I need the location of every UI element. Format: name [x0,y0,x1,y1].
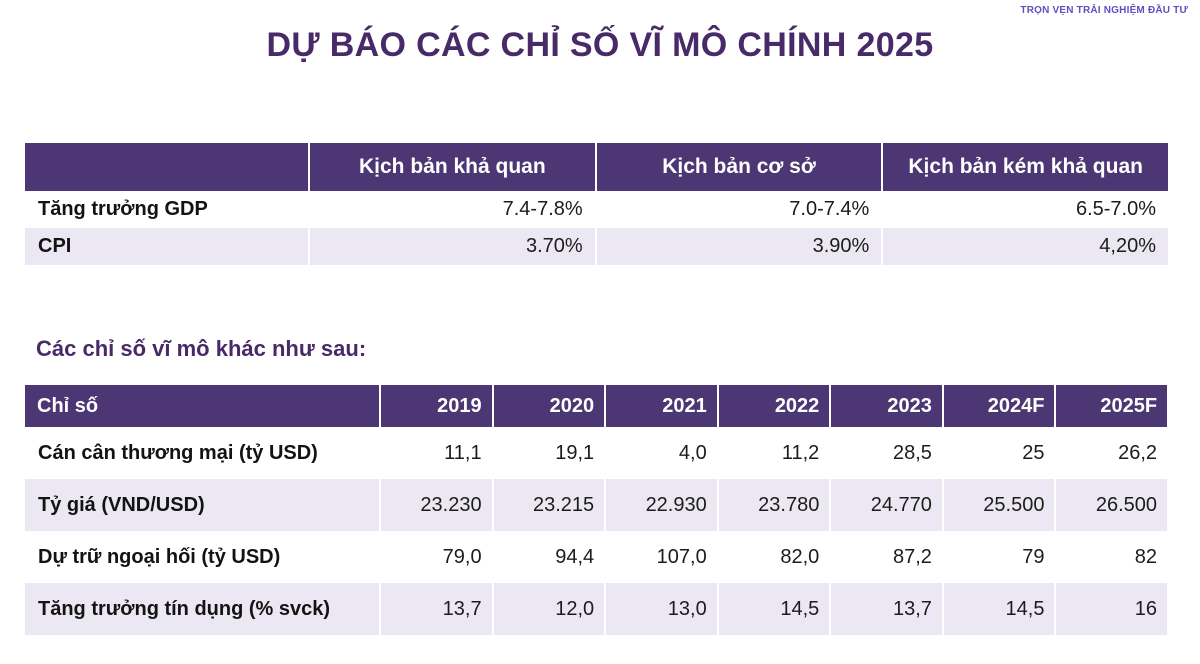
row-label: Cán cân thương mại (tỷ USD) [25,427,381,479]
cell-value: 6.5-7.0% [883,191,1169,228]
cell-value: 79 [943,531,1057,583]
cell-value: 82,0 [718,531,832,583]
cell-value: 94,4 [493,531,607,583]
indicator-table-header-row: Chỉ số 2019 2020 2021 2022 2023 2024F 20… [25,385,1168,427]
scenario-header-base: Kịch bản cơ sở [596,143,884,191]
cell-value: 82 [1056,531,1168,583]
indicator-table: Chỉ số 2019 2020 2021 2022 2023 2024F 20… [25,385,1168,635]
cell-value: 19,1 [493,427,607,479]
table-row-exchange-rate: Tỷ giá (VND/USD) 23.230 23.215 22.930 23… [25,479,1168,531]
cell-value: 4,0 [606,427,719,479]
brand-tagline: TRỌN VẸN TRẢI NGHIỆM ĐẦU TƯ [1020,5,1188,16]
indicator-header-2025f: 2025F [1056,385,1168,427]
cell-value: 16 [1056,583,1168,635]
scenario-header-pessimistic: Kịch bản kém khả quan [883,143,1169,191]
indicator-header-2021: 2021 [606,385,719,427]
cell-value: 79,0 [381,531,494,583]
indicator-header-label: Chỉ số [25,385,381,427]
cell-value: 13,0 [606,583,719,635]
row-label: Tăng trưởng GDP [25,191,310,228]
indicator-header-2023: 2023 [831,385,944,427]
indicator-header-2024f: 2024F [943,385,1057,427]
table-row-cpi: CPI 3.70% 3.90% 4,20% [25,228,1169,265]
cell-value: 25 [943,427,1057,479]
cell-value: 14,5 [718,583,832,635]
cell-value: 87,2 [831,531,944,583]
cell-value: 13,7 [831,583,944,635]
cell-value: 23.780 [718,479,832,531]
section-heading: Các chỉ số vĩ mô khác như sau: [36,336,367,361]
cell-value: 28,5 [831,427,944,479]
table-row-credit-growth: Tăng trưởng tín dụng (% svck) 13,7 12,0 … [25,583,1168,635]
cell-value: 25.500 [943,479,1057,531]
scenario-header-optimistic: Kịch bản khả quan [310,143,597,191]
cell-value: 26.500 [1056,479,1168,531]
scenario-table: Kịch bản khả quan Kịch bản cơ sở Kịch bả… [25,143,1169,265]
scenario-header-blank [25,143,310,191]
table-row-gdp: Tăng trưởng GDP 7.4-7.8% 7.0-7.4% 6.5-7.… [25,191,1169,228]
cell-value: 22.930 [606,479,719,531]
indicator-header-2020: 2020 [493,385,607,427]
indicator-header-2019: 2019 [381,385,494,427]
indicator-header-2022: 2022 [718,385,832,427]
scenario-table-header-row: Kịch bản khả quan Kịch bản cơ sở Kịch bả… [25,143,1169,191]
cell-value: 3.90% [596,228,884,265]
cell-value: 4,20% [883,228,1169,265]
cell-value: 107,0 [606,531,719,583]
cell-value: 7.0-7.4% [596,191,884,228]
cell-value: 11,1 [381,427,494,479]
cell-value: 24.770 [831,479,944,531]
row-label: Dự trữ ngoại hối (tỷ USD) [25,531,381,583]
cell-value: 23.230 [381,479,494,531]
row-label: Tỷ giá (VND/USD) [25,479,381,531]
cell-value: 3.70% [310,228,597,265]
cell-value: 11,2 [718,427,832,479]
table-row-fx-reserves: Dự trữ ngoại hối (tỷ USD) 79,0 94,4 107,… [25,531,1168,583]
cell-value: 14,5 [943,583,1057,635]
cell-value: 12,0 [493,583,607,635]
row-label: Tăng trưởng tín dụng (% svck) [25,583,381,635]
cell-value: 13,7 [381,583,494,635]
cell-value: 23.215 [493,479,607,531]
cell-value: 7.4-7.8% [310,191,597,228]
row-label: CPI [25,228,310,265]
page-title: DỰ BÁO CÁC CHỈ SỐ VĨ MÔ CHÍNH 2025 [266,26,934,64]
table-row-trade-balance: Cán cân thương mại (tỷ USD) 11,1 19,1 4,… [25,427,1168,479]
cell-value: 26,2 [1056,427,1168,479]
